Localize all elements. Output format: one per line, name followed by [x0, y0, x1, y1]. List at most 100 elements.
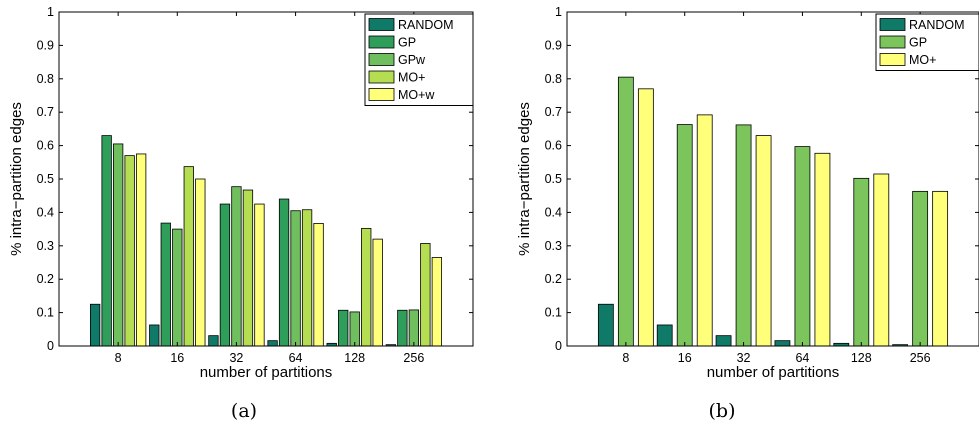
subfigure-caption: (a)	[231, 400, 257, 422]
legend: RANDOM GP MO+	[875, 13, 979, 71]
bar-moplus-128	[873, 173, 890, 347]
bar-moplus-16	[696, 114, 713, 347]
bar-moplusw-8	[135, 153, 147, 347]
bar-moplus-16	[183, 166, 194, 347]
legend-swatch	[879, 18, 906, 31]
y-tick-label: 0.3	[545, 239, 562, 253]
y-tick-label: 0.6	[37, 139, 54, 153]
bar-gpw-256	[408, 309, 420, 347]
x-tick-label: 8	[115, 351, 122, 365]
legend-swatch	[368, 53, 395, 66]
legend-label: MO+w	[398, 88, 435, 102]
y-tick-label: 0.5	[37, 172, 54, 186]
y-tick-label: 0.4	[545, 205, 562, 219]
chart-a: 0 0.1 0.2 0.3 0.4 0.5 0.6 0.7 0.8 0.9 1 8 16 32 64 128 2…	[8, 5, 474, 422]
bar-moplus-64	[814, 152, 831, 347]
y-tick-label: 0.1	[545, 306, 562, 320]
bar-random-64	[267, 340, 278, 347]
legend-swatch	[879, 35, 906, 49]
x-tick-label: 128	[344, 351, 365, 365]
legend-label: RANDOM	[909, 18, 965, 32]
bar-gp-128	[338, 309, 349, 347]
bar-random-8	[89, 303, 101, 347]
bar-gp-16	[676, 124, 693, 347]
y-tick-label: 0.1	[37, 306, 54, 320]
x-tick-label: 32	[737, 351, 751, 365]
legend-swatch	[368, 70, 395, 84]
legend-label: MO+	[398, 71, 425, 85]
legend-swatch	[368, 35, 395, 49]
bar-gp-64	[794, 146, 811, 347]
bar-moplus-128	[361, 228, 372, 347]
chart-b: 0 0.1 0.2 0.3 0.4 0.5 0.6 0.7 0.8 0.9 1 8 16 32 64 128 2…	[516, 5, 979, 422]
bar-gp-256	[912, 190, 929, 347]
bar-gp-8	[617, 76, 634, 347]
bar-gp-16	[160, 222, 171, 347]
y-tick-label: 0.2	[37, 272, 54, 286]
legend: RANDOM GP GPw MO+ MO+w	[364, 13, 474, 106]
x-tick-label: 64	[289, 351, 303, 365]
legend-swatch	[368, 88, 395, 101]
legend-label: RANDOM	[398, 18, 454, 32]
y-tick-label: 0.4	[37, 205, 54, 219]
legend-label: MO+	[909, 53, 936, 67]
y-tick-label: 0.6	[545, 139, 562, 153]
bar-moplusw-16	[195, 178, 206, 347]
legend-label: GP	[909, 36, 927, 50]
x-axis-title: number of partitions	[707, 364, 840, 381]
bar-moplus-8	[124, 155, 135, 347]
legend-label: GPw	[398, 53, 426, 67]
bar-gp-32	[219, 203, 231, 347]
y-tick-label: 0.9	[37, 38, 54, 52]
y-tick-label: 0.5	[545, 172, 562, 186]
x-tick-label: 256	[403, 351, 424, 365]
bar-random-32	[715, 335, 732, 347]
bar-gp-8	[101, 135, 112, 347]
bar-random-16	[656, 324, 673, 347]
y-tick-label: 0.2	[545, 272, 562, 286]
bar-random-64	[774, 340, 791, 347]
bar-moplusw-256	[431, 257, 443, 347]
x-tick-label: 64	[795, 351, 809, 365]
x-tick-label: 16	[678, 351, 692, 365]
bar-moplus-32	[242, 189, 254, 347]
bar-gp-128	[853, 177, 870, 347]
y-tick-label: 0.8	[545, 72, 562, 86]
y-tick-label: 0.9	[545, 38, 562, 52]
y-tick-label: 1	[47, 5, 54, 19]
bar-moplus-8	[637, 88, 654, 347]
bar-gpw-8	[112, 143, 124, 347]
x-tick-label: 32	[229, 351, 243, 365]
y-axis-title: % intra−partition edges	[516, 102, 533, 256]
bar-gp-256	[397, 309, 408, 347]
bar-gp-32	[735, 124, 752, 347]
bar-random-32	[208, 335, 219, 347]
bar-moplus-64	[301, 209, 313, 347]
bar-gpw-32	[231, 186, 242, 347]
x-tick-label: 128	[851, 351, 872, 365]
bar-moplusw-32	[254, 203, 265, 347]
y-tick-label: 0.8	[37, 72, 54, 86]
bar-random-8	[597, 303, 614, 347]
y-tick-label: 0.3	[37, 239, 54, 253]
subfigure-caption: (b)	[709, 400, 736, 422]
bar-gpw-16	[172, 228, 183, 347]
x-axis-title: number of partitions	[200, 364, 333, 381]
bar-random-16	[149, 324, 160, 347]
y-tick-label: 0.7	[545, 105, 562, 119]
bar-gp-64	[278, 198, 290, 347]
legend-swatch	[879, 53, 906, 66]
y-tick-label: 0.7	[37, 105, 54, 119]
legend-label: GP	[398, 36, 416, 50]
bar-gpw-64	[290, 210, 301, 347]
x-tick-label: 256	[910, 351, 931, 365]
bar-moplus-32	[755, 135, 772, 347]
y-axis-title: % intra−partition edges	[8, 102, 25, 256]
bar-moplus-256	[932, 190, 949, 347]
legend-swatch	[368, 18, 395, 31]
x-tick-label: 8	[622, 351, 629, 365]
y-tick-label: 0	[555, 339, 562, 353]
bar-moplus-256	[420, 243, 431, 347]
bar-gpw-128	[349, 311, 360, 347]
